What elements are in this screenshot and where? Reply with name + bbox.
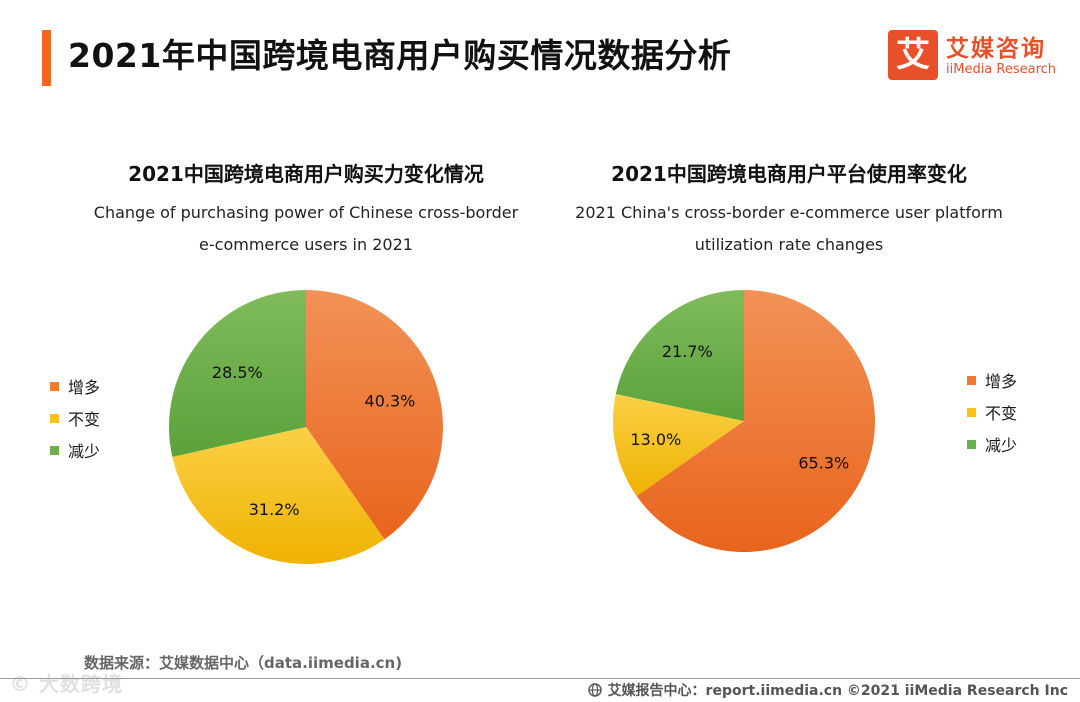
legend-label: 减少: [985, 436, 1018, 455]
chart-subtitle-line-1: 2021 China's cross-border e-commerce use…: [575, 203, 1003, 222]
logo-mark: 艾: [888, 30, 938, 80]
legend-swatch-unchanged: [967, 407, 976, 417]
legend-swatch-unchanged: [50, 413, 59, 423]
footer-divider: [0, 678, 1080, 679]
chart-subtitle: Change of purchasing power of Chinese cr…: [56, 197, 556, 261]
chart-subtitle-line-2: utilization rate changes: [694, 235, 884, 254]
slice-label-decrease: 28.5%: [212, 363, 263, 382]
logo-english-name: iiMedia Research: [946, 62, 1057, 77]
logo-chinese-name: 艾媒咨询: [946, 36, 1046, 62]
legend-item-unchanged: 不变: [967, 396, 1017, 428]
legend-item-increase: 增多: [50, 370, 100, 402]
pie-slice-increase: [636, 290, 875, 552]
legend-item-decrease: 减少: [50, 434, 100, 466]
data-source: 数据来源：艾媒数据中心（data.iimedia.cn): [84, 654, 403, 672]
title-accent-bar: [42, 30, 51, 86]
legend-label: 不变: [985, 404, 1018, 423]
page-title: 2021年中国跨境电商用户购买情况数据分析: [68, 36, 732, 75]
legend-item-increase: 增多: [967, 364, 1017, 396]
legend-label: 增多: [68, 378, 101, 397]
legend-right: 增多 不变 减少: [967, 364, 1017, 460]
pie-purchasing-power: 40.3% 31.2% 28.5%: [169, 290, 443, 565]
footer: 艾媒报告中心：report.iimedia.cn ©2021 iiMedia R…: [587, 680, 1068, 700]
legend-item-decrease: 减少: [967, 428, 1017, 460]
chart-subtitle-line-1: Change of purchasing power of Chinese cr…: [93, 203, 519, 222]
slice-label-unchanged: 31.2%: [249, 500, 300, 519]
legend-swatch-decrease: [50, 445, 59, 455]
footer-text: 艾媒报告中心：report.iimedia.cn ©2021 iiMedia R…: [607, 683, 1068, 699]
legend-label: 不变: [68, 410, 101, 429]
pie-slice-unchanged: [172, 427, 385, 565]
brand-logo: 艾 艾媒咨询 iiMedia Research: [888, 30, 1068, 82]
legend-swatch-increase: [967, 375, 976, 385]
chart-title: 2021中国跨境电商用户购买力变化情况: [128, 162, 484, 186]
chart-subtitle-line-2: e-commerce users in 2021: [199, 235, 413, 254]
pie-slice-unchanged: [613, 394, 744, 496]
pie-platform-usage: 65.3% 13.0% 21.7%: [613, 290, 875, 552]
chart-subtitle: 2021 China's cross-border e-commerce use…: [539, 197, 1039, 261]
legend-label: 减少: [68, 442, 101, 461]
legend-swatch-decrease: [967, 439, 976, 449]
chart-purchasing-power: 2021中国跨境电商用户购买力变化情况 Change of purchasing…: [56, 150, 556, 261]
legend-swatch-increase: [50, 381, 59, 391]
legend-label: 增多: [985, 372, 1018, 391]
chart-title: 2021中国跨境电商用户平台使用率变化: [611, 162, 967, 186]
pie-slice-decrease: [615, 290, 744, 421]
slice-label-unchanged: 13.0%: [630, 430, 681, 449]
watermark: © 大数跨境: [10, 672, 123, 696]
slice-label-increase: 40.3%: [365, 392, 416, 411]
globe-icon: [587, 683, 602, 697]
slice-label-decrease: 21.7%: [662, 342, 713, 361]
legend-left: 增多 不变 减少: [50, 370, 100, 466]
legend-item-unchanged: 不变: [50, 402, 100, 434]
pie-slice-increase: [306, 290, 443, 540]
pie-slice-decrease: [169, 290, 306, 457]
chart-platform-usage: 2021中国跨境电商用户平台使用率变化 2021 China's cross-b…: [539, 150, 1039, 261]
slice-label-increase: 65.3%: [798, 454, 849, 473]
